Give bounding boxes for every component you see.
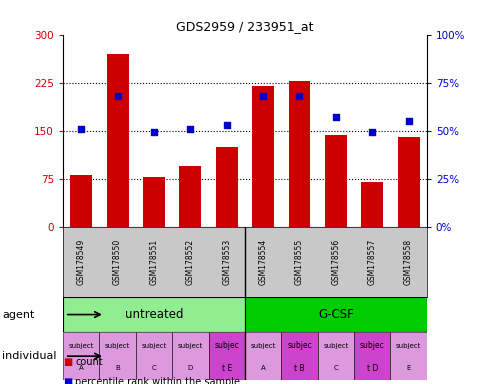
Text: A: A <box>79 365 83 371</box>
Point <box>150 129 157 136</box>
Bar <box>324 135 346 227</box>
Text: G-CSF: G-CSF <box>318 308 353 321</box>
Text: subject: subject <box>141 343 166 349</box>
Bar <box>63 297 244 332</box>
Text: subject: subject <box>250 343 275 349</box>
Point <box>404 118 411 124</box>
Text: C: C <box>333 365 337 371</box>
Text: t E: t E <box>221 364 231 372</box>
Point <box>331 114 339 120</box>
Bar <box>63 332 99 380</box>
Text: GSM178549: GSM178549 <box>76 238 86 285</box>
Text: subject: subject <box>105 343 130 349</box>
Bar <box>99 332 136 380</box>
Bar <box>281 332 317 380</box>
Text: B: B <box>115 365 120 371</box>
Text: GSM178555: GSM178555 <box>294 238 303 285</box>
Text: D: D <box>187 365 193 371</box>
Bar <box>288 81 310 227</box>
Point <box>258 93 266 99</box>
Bar <box>179 166 201 227</box>
Text: t B: t B <box>294 364 304 372</box>
Text: subjec: subjec <box>359 341 384 350</box>
Text: ■: ■ <box>63 377 72 384</box>
Point <box>368 129 376 136</box>
Bar <box>70 175 92 227</box>
Bar <box>106 54 128 227</box>
Text: untreated: untreated <box>124 308 183 321</box>
Text: E: E <box>406 365 410 371</box>
Point <box>186 126 194 132</box>
Bar <box>244 297 426 332</box>
Text: ■: ■ <box>63 357 72 367</box>
Title: GDS2959 / 233951_at: GDS2959 / 233951_at <box>176 20 313 33</box>
Text: GSM178551: GSM178551 <box>149 239 158 285</box>
Bar <box>136 332 172 380</box>
Text: t D: t D <box>366 364 377 372</box>
Text: subject: subject <box>322 343 348 349</box>
Bar <box>317 332 353 380</box>
Point <box>295 93 303 99</box>
Text: GSM178554: GSM178554 <box>258 238 267 285</box>
Bar <box>143 177 165 227</box>
Text: GSM178557: GSM178557 <box>367 238 376 285</box>
Point <box>222 122 230 128</box>
Text: GSM178553: GSM178553 <box>222 238 231 285</box>
Bar <box>397 137 419 227</box>
Text: percentile rank within the sample: percentile rank within the sample <box>75 377 240 384</box>
Bar <box>361 182 382 227</box>
Text: subject: subject <box>395 343 421 349</box>
Bar <box>390 332 426 380</box>
Bar <box>172 332 208 380</box>
Bar <box>215 147 237 227</box>
Text: agent: agent <box>2 310 35 319</box>
Text: C: C <box>151 365 156 371</box>
Text: subject: subject <box>68 343 94 349</box>
Point <box>77 126 85 132</box>
Text: subject: subject <box>177 343 203 349</box>
Point <box>113 93 121 99</box>
Bar <box>252 86 273 227</box>
Text: GSM178558: GSM178558 <box>403 239 412 285</box>
Text: GSM178552: GSM178552 <box>185 239 195 285</box>
Text: subjec: subjec <box>287 341 311 350</box>
Text: individual: individual <box>2 351 57 361</box>
Text: GSM178550: GSM178550 <box>113 238 122 285</box>
Text: GSM178556: GSM178556 <box>331 238 340 285</box>
Text: A: A <box>260 365 265 371</box>
Text: count: count <box>75 357 103 367</box>
Bar <box>244 332 281 380</box>
Bar <box>353 332 390 380</box>
Bar <box>208 332 244 380</box>
Text: subjec: subjec <box>214 341 239 350</box>
